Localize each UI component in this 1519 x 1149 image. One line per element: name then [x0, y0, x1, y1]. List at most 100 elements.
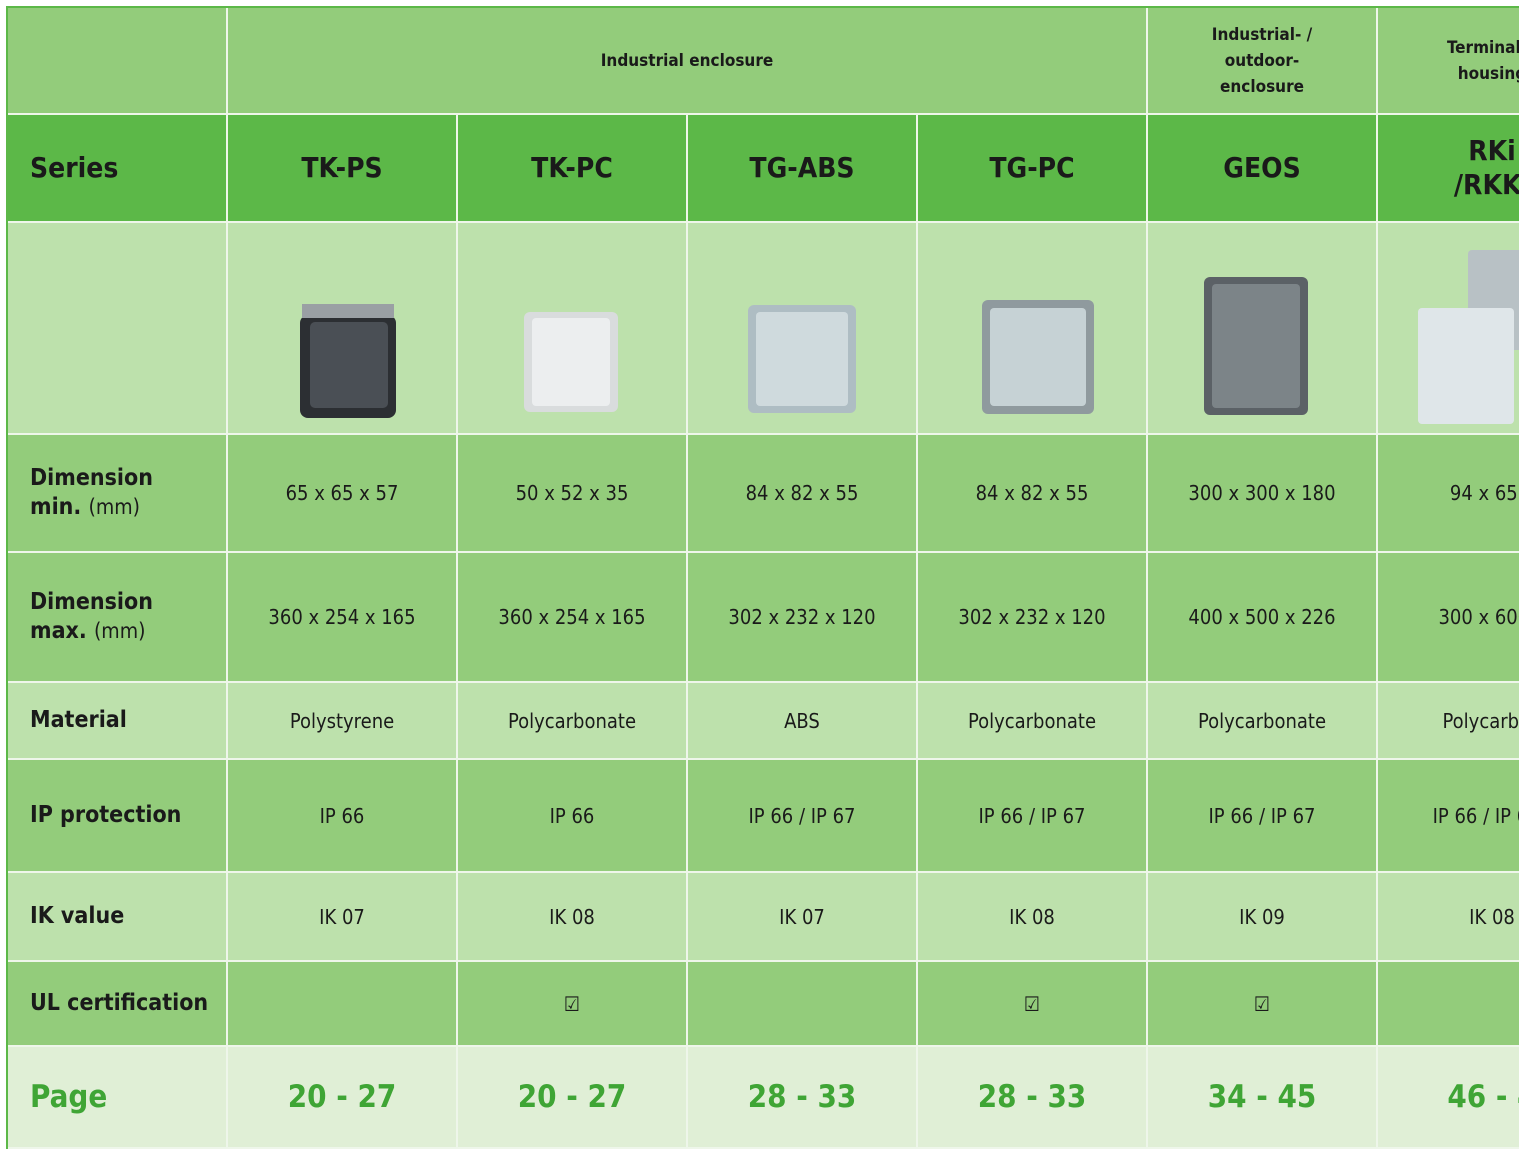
value: Polycarbonate — [1198, 709, 1326, 733]
value-cell: 300 x 600 x — [1378, 553, 1519, 683]
value-cell: IK 08 — [918, 873, 1148, 962]
row-label-line: Dimension — [30, 464, 153, 493]
value: 300 x 600 x — [1438, 605, 1519, 629]
page-label: Page — [8, 1047, 228, 1149]
value-cell: Polycarbonate — [458, 683, 688, 760]
value: 84 x 82 x 55 — [746, 481, 859, 505]
value: ☑ — [564, 992, 580, 1016]
value-cell: Polycarbon — [1378, 683, 1519, 760]
value: 50 x 52 x 35 — [516, 481, 629, 505]
page-range: 46 - 4 — [1447, 1079, 1519, 1115]
value-cell: 400 x 500 x 226 — [1148, 553, 1378, 683]
series-name: TG-PC — [918, 115, 1148, 223]
value: IK 07 — [319, 905, 365, 929]
row-label-line: Dimension — [30, 588, 153, 617]
group-header: Industrial enclosure — [228, 8, 1148, 115]
value-cell: IP 66 — [228, 760, 458, 873]
page-cell: 28 - 33 — [688, 1047, 918, 1149]
value: 65 x 65 x 57 — [286, 481, 399, 505]
value: IP 66 / IP 65 / — [1433, 804, 1519, 828]
value-cell: 84 x 82 x 55 — [918, 435, 1148, 553]
series-line: TG-ABS — [749, 151, 854, 184]
value: 302 x 232 x 120 — [958, 605, 1105, 629]
value: IP 66 — [550, 804, 595, 828]
value: 94 x 65 x — [1450, 481, 1519, 505]
page-cell: 34 - 45 — [1148, 1047, 1378, 1149]
value-cell: IK 08 — [458, 873, 688, 962]
series-name: TK-PC — [458, 115, 688, 223]
value-cell: ☑ — [1148, 962, 1378, 1047]
series-line: RKi — [1468, 134, 1516, 167]
series-name: TG-ABS — [688, 115, 918, 223]
series-line: TG-PC — [989, 151, 1074, 184]
series-name: RKi/RKKi — [1378, 115, 1519, 223]
unit: (mm) — [88, 495, 140, 519]
row-label: Material — [30, 707, 127, 733]
group-header: Industrial- / outdoor-enclosure — [1148, 8, 1378, 115]
value-cell: IP 66 / IP 65 / — [1378, 760, 1519, 873]
group-line: Industrial- / — [1212, 22, 1312, 48]
row-label: min. — [30, 494, 81, 520]
image-cell — [688, 223, 918, 435]
row-label-line: IP protection — [30, 801, 181, 830]
row-label-line: max. (mm) — [30, 617, 146, 646]
series-line: /RKKi — [1454, 168, 1519, 201]
value-cell: Polystyrene — [228, 683, 458, 760]
page-range: 20 - 27 — [288, 1079, 397, 1115]
group-line: Industrial- / — [1212, 25, 1312, 45]
value: Polystyrene — [290, 709, 394, 733]
series-line: TG-PC — [989, 151, 1074, 185]
value-cell: Polycarbonate — [918, 683, 1148, 760]
group-line: outdoor- — [1225, 48, 1300, 74]
value-cell — [228, 962, 458, 1047]
value-cell: ☑ — [458, 962, 688, 1047]
group-line: housing — [1458, 61, 1519, 87]
row-label: UL certification — [30, 990, 208, 1016]
image-cell — [228, 223, 458, 435]
value-cell — [1378, 962, 1519, 1047]
page-range: 28 - 33 — [978, 1079, 1087, 1115]
value: IK 08 — [549, 905, 595, 929]
value-cell: 360 x 254 x 165 — [458, 553, 688, 683]
row-label: Dimension — [30, 465, 153, 491]
series-line: TK-PS — [301, 151, 382, 184]
series-line: TK-PC — [531, 151, 613, 185]
value: IP 66 / IP 67 — [978, 804, 1085, 828]
value-cell: IK 07 — [688, 873, 918, 962]
value: 300 x 300 x 180 — [1188, 481, 1335, 505]
value-cell: IP 66 — [458, 760, 688, 873]
value-cell: IK 09 — [1148, 873, 1378, 962]
group-line: outdoor- — [1225, 51, 1300, 71]
series-line: TG-ABS — [749, 151, 854, 185]
group-header: Terminal bhousing — [1378, 8, 1519, 115]
row-label-line: Material — [30, 706, 127, 735]
value-cell: 302 x 232 x 120 — [918, 553, 1148, 683]
image-cell — [1378, 223, 1519, 435]
value: ☑ — [1024, 992, 1040, 1016]
value: 360 x 254 x 165 — [268, 605, 415, 629]
series-line: TK-PC — [531, 151, 613, 184]
page-cell: 46 - 4 — [1378, 1047, 1519, 1149]
row-label: Dimension — [30, 589, 153, 615]
row-label: Material — [8, 683, 228, 760]
value-cell: 94 x 65 x — [1378, 435, 1519, 553]
row-label: IK value — [30, 903, 124, 929]
group-line: enclosure — [1220, 74, 1304, 100]
image-cell — [8, 223, 228, 435]
group-line: housing — [1458, 64, 1519, 84]
unit: (mm) — [94, 619, 146, 643]
page-range: 20 - 27 — [518, 1079, 627, 1115]
value-cell: 302 x 232 x 120 — [688, 553, 918, 683]
series-line: RKi — [1468, 134, 1516, 168]
value: 400 x 500 x 226 — [1188, 605, 1335, 629]
image-cell — [918, 223, 1148, 435]
value-cell: Polycarbonate — [1148, 683, 1378, 760]
value: Polycarbonate — [508, 709, 636, 733]
value: IP 66 / IP 67 — [1208, 804, 1315, 828]
page-cell: 20 - 27 — [458, 1047, 688, 1149]
value-cell: 300 x 300 x 180 — [1148, 435, 1378, 553]
image-cell — [458, 223, 688, 435]
row-label-line: min. (mm) — [30, 493, 140, 522]
